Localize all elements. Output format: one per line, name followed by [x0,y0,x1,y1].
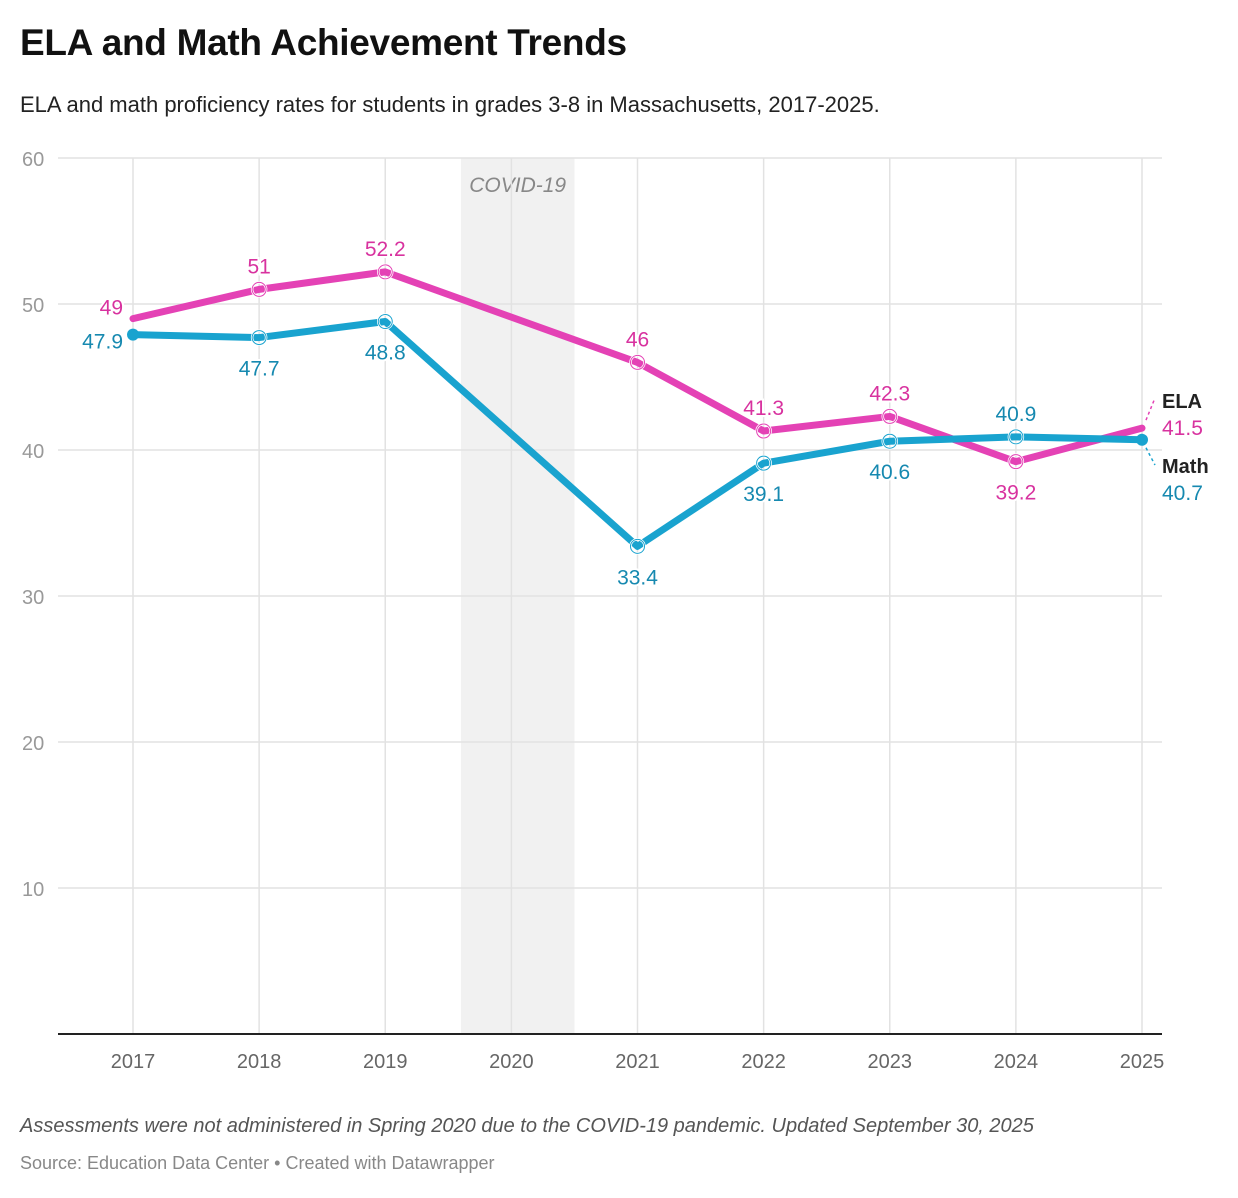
y-tick-label: 60 [22,149,44,171]
ela-point [630,354,645,370]
ela-data-label: 52.2 [365,238,406,261]
y-tick-label: 40 [22,441,44,463]
ela-point [756,423,772,439]
math-point [1008,429,1024,445]
ela-label-leader [1145,397,1156,421]
math-data-label: 39.1 [743,483,784,506]
y-tick-label: 20 [22,733,44,755]
math-point [377,314,393,330]
x-tick-label: 2024 [994,1051,1039,1073]
ela-data-label: 51 [247,255,270,278]
chart-subtitle: ELA and math proficiency rates for stude… [20,92,880,117]
math-data-label: 48.8 [365,342,406,365]
ela-point [377,264,393,280]
x-tick-label: 2023 [868,1051,913,1073]
ela-data-label: 49 [100,297,123,320]
math-point [251,330,267,346]
math-line [129,318,1146,550]
math-data-label: 40.6 [869,461,910,484]
line-chart: COVID-19 10 20 30 40 50 60 2017 2018 2019 2020 2021… [22,149,1209,1073]
math-point [127,328,139,341]
ela-data-label: 42.3 [869,382,910,405]
math-data-label: 40.9 [995,403,1036,426]
math-series-name: Math [1162,456,1209,478]
math-data-label: 47.7 [239,358,280,381]
x-tick-label: 2022 [741,1051,786,1073]
ela-data-label: 39.2 [995,482,1036,505]
ela-point [251,281,267,297]
y-tick-label: 30 [22,587,44,609]
math-point [1136,433,1148,446]
ela-data-label: 41.5 [1162,417,1203,440]
math-point [630,538,645,554]
x-tick-label: 2017 [111,1051,156,1073]
ela-data-label: 41.3 [743,397,784,420]
x-tick-label: 2019 [363,1051,408,1073]
chart-title: ELA and Math Achievement Trends [20,22,627,63]
x-tick-label: 2018 [237,1051,282,1073]
math-point [756,455,772,471]
covid-label: COVID-19 [469,174,566,197]
ela-line [129,268,1146,466]
y-tick-label: 10 [22,879,44,901]
math-data-label: 47.9 [82,331,123,354]
y-tick-label: 50 [22,295,44,317]
ela-data-label: 46 [626,328,649,351]
ela-series-name: ELA [1162,391,1202,413]
x-tick-label: 2020 [489,1051,534,1073]
ela-point [1008,454,1024,470]
math-point [882,433,898,449]
chart-source: Source: Education Data Center • Created … [20,1153,495,1173]
ela-point [882,408,898,424]
math-data-label: 40.7 [1162,482,1203,505]
chart-note: Assessments were not administered in Spr… [20,1115,1034,1137]
x-tick-label: 2021 [615,1051,660,1073]
math-data-label: 33.4 [617,566,658,589]
x-tick-label: 2025 [1120,1051,1165,1073]
